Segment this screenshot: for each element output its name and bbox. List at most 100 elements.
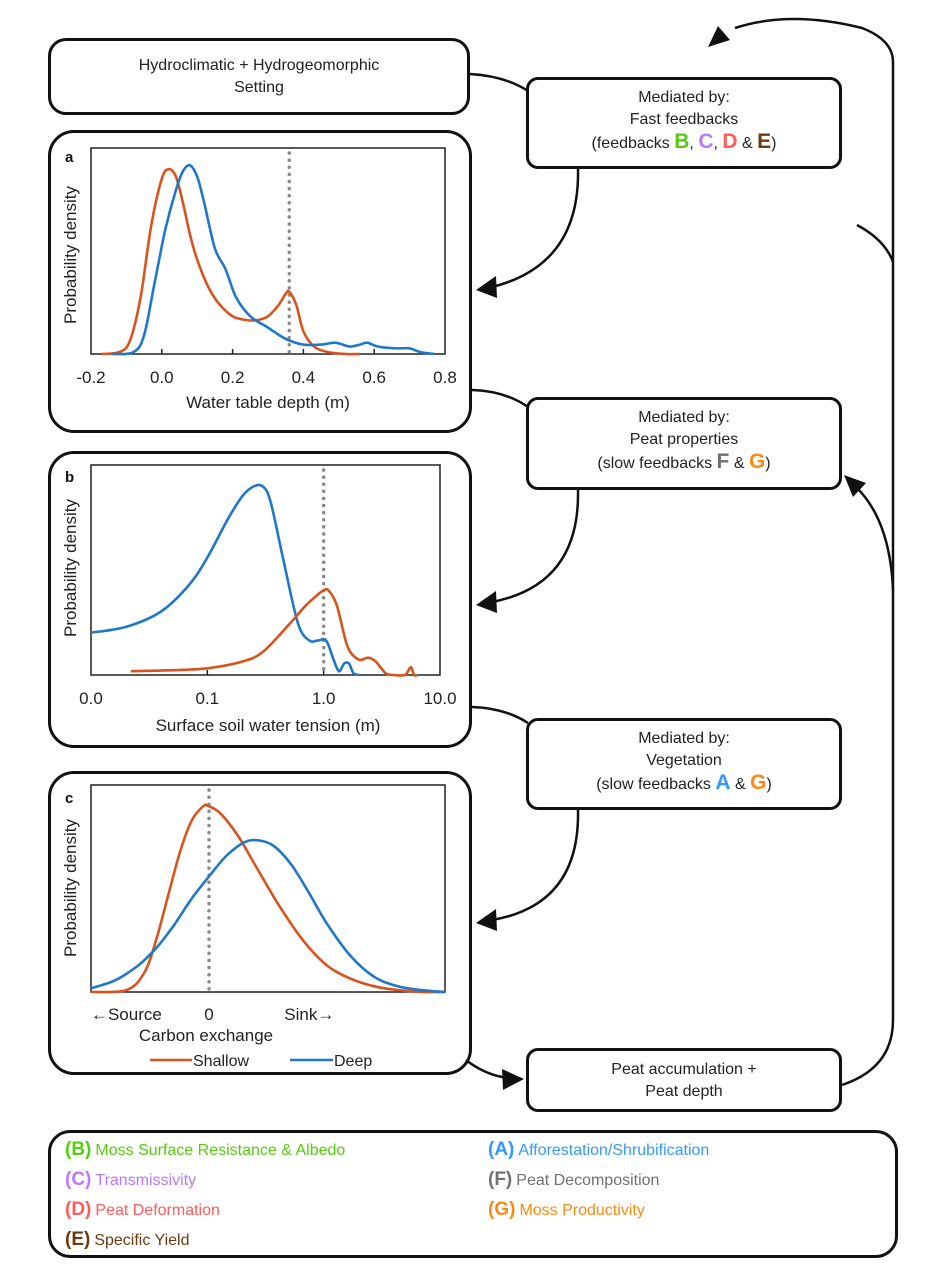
- connectors: [465, 17, 895, 1090]
- legend-label-deep: Deep: [334, 1053, 372, 1070]
- x-tick-label: 0.4: [292, 368, 316, 387]
- peat-props-line1: Mediated by:: [638, 409, 730, 426]
- fast-line1: Mediated by:: [638, 89, 730, 106]
- x-tick-label: 10.0: [423, 689, 456, 708]
- legend-code: (G): [488, 1199, 516, 1220]
- legend-item-g: (G) Moss Productivity: [488, 1199, 645, 1221]
- fast-line2: Fast feedbacks: [629, 111, 739, 128]
- setting-line2: Setting: [234, 79, 284, 96]
- legend-code: (C): [65, 1169, 92, 1190]
- plot-frame-c: [90, 784, 446, 993]
- panel-letter-c: c: [65, 790, 73, 807]
- code-b: B: [674, 130, 690, 153]
- code-g: G: [750, 771, 767, 794]
- fast-prefix: (feedbacks: [591, 135, 675, 152]
- x-tick-label: ←Source: [91, 1005, 162, 1024]
- panel-a: [48, 130, 472, 433]
- sep: ,: [689, 135, 699, 152]
- legend-item-f: (F) Peat Decomposition: [488, 1169, 659, 1191]
- peat-props-line3: (slow feedbacks F & G): [529, 451, 839, 475]
- veg-line1: Mediated by:: [638, 730, 730, 747]
- fast-feedbacks-box: Mediated by: Fast feedbacks (feedbacks B…: [526, 77, 842, 169]
- veg-prefix: (slow feedbacks: [596, 776, 716, 793]
- xlabel-a: Water table depth (m): [186, 393, 350, 412]
- connector-loop-to-peat-props: [856, 223, 895, 263]
- legend-code: (B): [65, 1139, 92, 1160]
- connector-accumulation-loop: [734, 17, 895, 1087]
- x-tick-label: 0.0: [150, 368, 174, 387]
- code-f: F: [716, 450, 730, 473]
- ylabel-a: Probability density: [61, 186, 80, 324]
- arrowhead-icon: [476, 591, 497, 613]
- ylabel-b: Probability density: [61, 499, 80, 637]
- connector-fast-to-panel-a: [491, 168, 580, 289]
- connector-panel-b-to-vegetation: [471, 705, 529, 725]
- series-line-deep: [90, 483, 360, 677]
- series-line-shallow: [90, 803, 446, 994]
- code-c: C: [698, 130, 714, 153]
- series-line-shallow: [101, 167, 361, 356]
- accum-line1: Peat accumulation +: [611, 1061, 757, 1078]
- panel-c: [48, 771, 472, 1075]
- veg-line2: Vegetation: [646, 752, 722, 769]
- legend-label: Peat Decomposition: [516, 1172, 660, 1189]
- arrowhead-icon: [844, 475, 866, 497]
- sep: ,: [713, 135, 723, 152]
- connector-loop-branch: [855, 486, 895, 591]
- x-tick-label: -0.2: [76, 368, 105, 387]
- setting-box: Hydroclimatic + Hydrogeomorphic Setting: [48, 38, 470, 115]
- code-g: G: [748, 450, 766, 473]
- x-tick-label: 0.6: [362, 368, 386, 387]
- peat-props-suffix: ): [765, 455, 771, 472]
- legend-item-c: (C) Transmissivity: [65, 1169, 196, 1191]
- legend-label: Moss Productivity: [519, 1202, 645, 1219]
- legend-label: Transmissivity: [95, 1172, 197, 1189]
- legend-item-a: (A) Afforestation/Shrubification: [488, 1139, 709, 1161]
- sep: &: [730, 776, 751, 793]
- legend-item-b: (B) Moss Surface Resistance & Albedo: [65, 1139, 345, 1161]
- legend-code: (F): [488, 1169, 513, 1190]
- sep: &: [737, 135, 758, 152]
- x-tick-label: 0.1: [196, 689, 220, 708]
- accum-line2: Peat depth: [645, 1083, 723, 1100]
- series-line-deep: [90, 838, 446, 994]
- x-tick-label: Sink→: [284, 1005, 334, 1024]
- chart-b: 0.0 0.1 1.0 10.0: [79, 464, 457, 708]
- x-tick-label: 1.0: [312, 689, 336, 708]
- series-line-shallow: [130, 587, 419, 677]
- connector-vegetation-to-panel-c: [491, 809, 580, 922]
- legend-label: Moss Surface Resistance & Albedo: [95, 1142, 346, 1159]
- xlabel-c: Carbon exchange: [139, 1026, 273, 1045]
- legend-label: Peat Deformation: [95, 1202, 220, 1219]
- x-tick-label: 0.2: [221, 368, 245, 387]
- x-tick-label: 0.8: [433, 368, 457, 387]
- veg-suffix: ): [766, 776, 772, 793]
- legend-label: Afforestation/Shrubification: [518, 1142, 710, 1159]
- feedback-legend: (B) Moss Surface Resistance & Albedo (C) T…: [48, 1130, 898, 1258]
- arrowhead-icon: [708, 26, 730, 47]
- fast-suffix: ): [771, 135, 777, 152]
- legend-label-shallow: Shallow: [193, 1053, 249, 1070]
- peat-props-prefix: (slow feedbacks: [597, 455, 717, 472]
- x-tick-label: 0.0: [79, 689, 103, 708]
- connector-peat-props-to-panel-b: [491, 489, 580, 604]
- chart-a: -0.2 0.0 0.2 0.4 0.6 0.8: [76, 147, 457, 387]
- arrowhead-icon: [502, 1069, 524, 1090]
- plot-frame-a: [90, 147, 446, 355]
- legend-code: (A): [488, 1139, 515, 1160]
- arrowhead-icon: [476, 276, 497, 298]
- setting-line1: Hydroclimatic + Hydrogeomorphic: [138, 57, 380, 74]
- legend-code: (E): [65, 1229, 91, 1250]
- panel-letter-b: b: [65, 469, 74, 486]
- code-a: A: [715, 771, 731, 794]
- legend-item-e: (E) Specific Yield: [65, 1229, 190, 1251]
- peat-props-line2: Peat properties: [629, 431, 739, 448]
- connector-panel-c-to-accumulation: [465, 1059, 509, 1080]
- legend-label: Specific Yield: [94, 1232, 190, 1249]
- chart-c: ←Source 0 Sink→: [90, 784, 446, 1024]
- peat-properties-box: Mediated by: Peat properties (slow feedb…: [526, 397, 842, 490]
- peat-accumulation-box: Peat accumulation + Peat depth: [526, 1048, 842, 1112]
- code-e: E: [757, 130, 772, 153]
- veg-line3: (slow feedbacks A & G): [529, 772, 839, 796]
